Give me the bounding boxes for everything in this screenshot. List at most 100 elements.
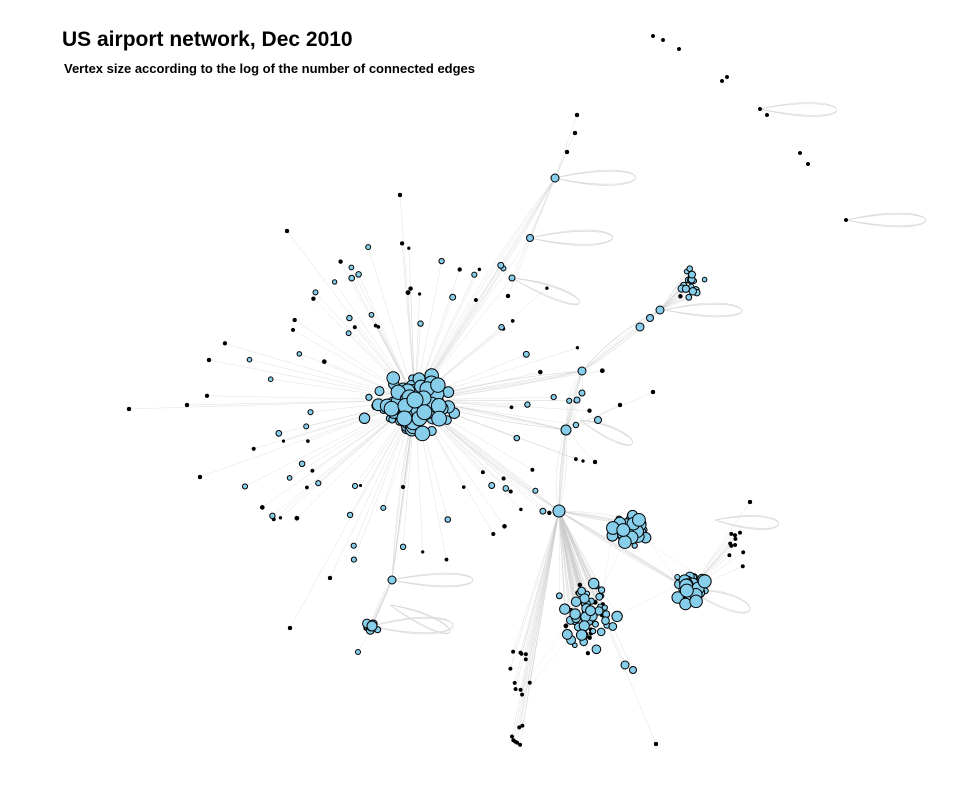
airport-vertex xyxy=(524,401,531,408)
airport-vertex xyxy=(348,264,355,271)
airport-vertex xyxy=(383,400,400,417)
airport-vertex xyxy=(594,416,602,424)
airport-vertex xyxy=(727,553,732,558)
airport-vertex xyxy=(184,402,190,408)
airport-vertex xyxy=(587,577,600,590)
airport-vertex xyxy=(592,459,598,465)
network-edge xyxy=(511,510,560,737)
airport-vertex xyxy=(438,257,445,265)
network-edge xyxy=(351,267,416,401)
airport-vertex xyxy=(471,271,478,278)
airport-vertex xyxy=(444,516,452,523)
network-edge xyxy=(659,268,690,311)
network-edge xyxy=(520,625,567,690)
airport-vertex xyxy=(298,460,306,468)
airport-vertex xyxy=(578,389,586,397)
airport-vertex xyxy=(532,487,539,494)
airport-vertex xyxy=(284,228,290,234)
airport-vertex xyxy=(510,318,515,323)
airport-vertex xyxy=(631,512,646,527)
airport-vertex xyxy=(547,510,552,516)
self-loop-edge xyxy=(664,303,743,317)
self-loop-edge xyxy=(389,604,451,635)
airport-vertex xyxy=(655,305,665,315)
self-loop-edge xyxy=(391,573,474,587)
airport-vertex xyxy=(513,434,521,442)
airport-vertex xyxy=(732,533,738,538)
airport-vertex xyxy=(351,482,359,490)
airport-vertex xyxy=(355,271,362,278)
network-edge xyxy=(514,510,560,742)
airport-vertex xyxy=(724,74,730,80)
airport-vertex xyxy=(575,345,580,350)
airport-vertex xyxy=(678,294,683,299)
airport-vertex xyxy=(519,507,523,512)
airport-vertex xyxy=(591,644,602,655)
airport-vertex xyxy=(653,741,659,747)
network-edge xyxy=(512,510,560,652)
airport-vertex xyxy=(431,410,447,427)
airport-vertex xyxy=(575,629,588,641)
airport-vertex xyxy=(629,666,637,674)
airport-vertex xyxy=(530,467,535,472)
airport-vertex xyxy=(517,725,522,730)
network-edge xyxy=(510,510,560,669)
airport-vertex xyxy=(473,297,478,303)
airport-vertex xyxy=(296,351,303,357)
airport-vertex xyxy=(286,475,293,481)
airport-vertex xyxy=(572,421,580,429)
airport-vertex xyxy=(511,738,516,743)
airport-vertex xyxy=(620,660,630,670)
network-edge xyxy=(558,510,634,671)
airport-vertex xyxy=(267,376,274,383)
network-edge xyxy=(520,510,560,653)
airport-vertex xyxy=(414,425,431,442)
network-edge xyxy=(558,510,572,610)
airport-vertex xyxy=(520,692,525,697)
airport-vertex xyxy=(592,620,599,628)
graph-title: US airport network, Dec 2010 xyxy=(62,28,353,51)
self-loop-edge xyxy=(371,616,454,635)
airport-vertex xyxy=(520,723,525,728)
airport-vertex xyxy=(365,393,373,401)
airport-vertex xyxy=(346,314,353,322)
network-edge xyxy=(554,114,578,179)
network-edge xyxy=(358,274,416,401)
airport-vertex xyxy=(577,582,583,588)
self-loop-edge xyxy=(845,213,927,227)
airport-vertex xyxy=(416,404,433,421)
network-edge xyxy=(558,510,565,610)
airport-vertex xyxy=(417,320,424,327)
airport-vertex xyxy=(505,293,511,299)
airport-vertex xyxy=(646,314,654,322)
airport-vertex xyxy=(348,274,356,282)
airport-vertex xyxy=(420,550,425,554)
airport-vertex xyxy=(570,596,582,607)
network-edge xyxy=(399,194,416,401)
airport-vertex xyxy=(676,46,682,52)
airport-vertex xyxy=(430,377,446,393)
network-edge xyxy=(558,510,576,615)
airport-vertex xyxy=(387,575,397,585)
airport-vertex xyxy=(733,542,738,548)
airport-vertex xyxy=(358,483,363,488)
airport-vertex xyxy=(380,504,387,511)
airport-vertex xyxy=(689,594,703,609)
self-loop-edge xyxy=(511,277,581,305)
network-edge xyxy=(199,399,416,478)
network-edge xyxy=(565,391,654,431)
airport-vertex xyxy=(457,267,462,272)
airport-vertex xyxy=(374,386,385,397)
airport-vertex xyxy=(449,293,457,301)
airport-vertex xyxy=(491,531,496,537)
self-loop-edge xyxy=(714,515,779,530)
network-edge xyxy=(558,429,567,512)
self-loop-edge xyxy=(554,169,636,186)
airport-vertex xyxy=(197,474,203,480)
network-edge xyxy=(408,248,416,401)
airport-vertex xyxy=(444,557,449,562)
airport-vertex xyxy=(599,368,605,374)
network-edge xyxy=(206,395,416,401)
airport-vertex xyxy=(585,651,591,656)
airport-vertex xyxy=(365,244,372,251)
